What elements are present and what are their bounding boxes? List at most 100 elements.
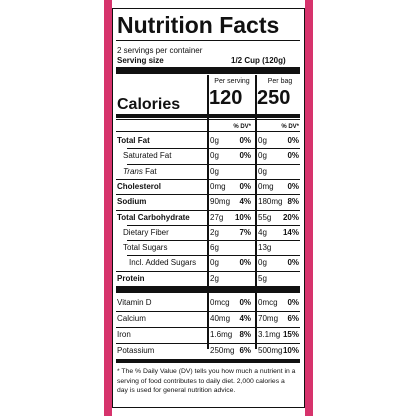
- daily-value: 0%: [287, 298, 299, 307]
- amount: 70mg: [258, 314, 279, 323]
- amount: 2g: [210, 273, 219, 283]
- amount: 180mg: [258, 197, 283, 207]
- nutrient-name: Vitamin D: [117, 298, 152, 307]
- nutrient-name: Protein: [117, 273, 145, 283]
- daily-value: 6%: [287, 314, 299, 323]
- nutrient-name: Iron: [117, 330, 131, 339]
- serving-size-label: Serving size: [117, 56, 164, 65]
- daily-value: 0%: [239, 136, 251, 145]
- rule: [127, 224, 300, 226]
- rule: [207, 75, 209, 349]
- rule: [116, 40, 300, 41]
- package-edge: [104, 0, 112, 416]
- dv-heading: % DV*: [281, 124, 299, 130]
- calories-label: Calories: [117, 96, 181, 113]
- amount: 0g: [258, 258, 267, 268]
- daily-value: 8%: [287, 197, 299, 207]
- amount: 0g: [210, 166, 219, 176]
- daily-value: 7%: [239, 227, 251, 237]
- nutrient-name: Total Carbohydrate: [117, 212, 190, 222]
- rule: [116, 311, 300, 312]
- column-heading: Per bag: [267, 78, 293, 85]
- nutrient-name: Dietary Fiber: [123, 227, 169, 237]
- nutrition-label: Nutrition Facts 2 servings per container S…: [112, 8, 305, 408]
- daily-value: 15%: [282, 330, 299, 339]
- daily-value: 0%: [287, 258, 299, 268]
- rule: [116, 360, 300, 363]
- nutrient-name: Incl. Added Sugars: [129, 258, 197, 268]
- rule: [127, 255, 300, 257]
- amount: 1.6mg: [210, 330, 233, 339]
- amount: 0mcg: [258, 298, 278, 307]
- daily-value: 0%: [239, 181, 251, 191]
- daily-value: 0%: [287, 181, 299, 191]
- amount: 40mg: [210, 314, 231, 323]
- rule: [127, 163, 300, 165]
- dv-heading: % DV*: [233, 124, 251, 130]
- daily-value: 10%: [282, 346, 299, 355]
- daily-value: 20%: [282, 212, 299, 222]
- rule: [116, 209, 300, 211]
- nutrient-name-rest: Fat: [145, 166, 157, 176]
- rule: [116, 119, 300, 120]
- rule: [127, 240, 300, 241]
- rule: [116, 359, 300, 360]
- amount: 0mcg: [210, 298, 230, 307]
- amount: 0g: [210, 258, 219, 268]
- amount: 250mg: [210, 346, 235, 355]
- amount: 2g: [210, 227, 219, 237]
- rule: [116, 286, 300, 293]
- daily-value: 14%: [282, 227, 299, 237]
- nutrient-name: Saturated Fat: [123, 151, 172, 161]
- rule: [116, 114, 300, 118]
- amount: 55g: [258, 212, 272, 222]
- rule: [116, 343, 300, 344]
- rule: [116, 178, 300, 180]
- rule: [116, 327, 300, 328]
- daily-value: 0%: [239, 298, 251, 307]
- nutrient-name: Total Sugars: [123, 243, 168, 253]
- column-heading: Per serving: [214, 78, 250, 85]
- rule: [116, 270, 300, 272]
- amount: 0mg: [258, 181, 274, 191]
- footnote: * The % Daily Value (DV) tells you how m…: [117, 368, 296, 394]
- nutrient-name: Trans Fat: [123, 167, 157, 177]
- amount: 4g: [258, 227, 267, 237]
- amount: 90mg: [210, 197, 231, 207]
- amount: 500mg: [258, 346, 283, 355]
- nutrient-name: Calcium: [117, 314, 146, 323]
- amount: 3.1mg: [258, 330, 281, 339]
- amount: 0g: [210, 136, 219, 145]
- daily-value: 4%: [239, 197, 251, 207]
- amount: 27g: [210, 212, 224, 222]
- rule: [116, 194, 300, 195]
- amount: 13g: [258, 243, 272, 253]
- rule: [255, 75, 257, 349]
- nutrient-name: Total Fat: [117, 136, 150, 145]
- rule: [127, 148, 300, 150]
- title: Nutrition Facts: [117, 12, 280, 38]
- serving-size: 1/2 Cup (120g): [231, 56, 286, 65]
- rule: [116, 131, 300, 132]
- amount: 0g: [210, 151, 219, 161]
- rule: [116, 67, 300, 74]
- daily-value: 6%: [239, 346, 251, 355]
- nutrient-name: Cholesterol: [117, 181, 162, 191]
- amount: 0mg: [210, 181, 226, 191]
- amount: 0g: [258, 166, 267, 176]
- calories-value: 120: [209, 87, 243, 109]
- amount: 0g: [258, 136, 267, 145]
- amount: 0g: [258, 151, 267, 161]
- nutrient-name-italic: Trans: [123, 166, 143, 176]
- daily-value: 10%: [234, 212, 251, 222]
- nutrient-name: Potassium: [117, 346, 155, 355]
- nutrient-name: Sodium: [117, 197, 147, 207]
- daily-value: 0%: [239, 258, 251, 268]
- amount: 6g: [210, 243, 219, 253]
- amount: 5g: [258, 273, 267, 283]
- daily-value: 0%: [239, 151, 251, 161]
- daily-value: 0%: [287, 151, 299, 161]
- package-edge: [305, 0, 313, 416]
- daily-value: 4%: [239, 314, 251, 323]
